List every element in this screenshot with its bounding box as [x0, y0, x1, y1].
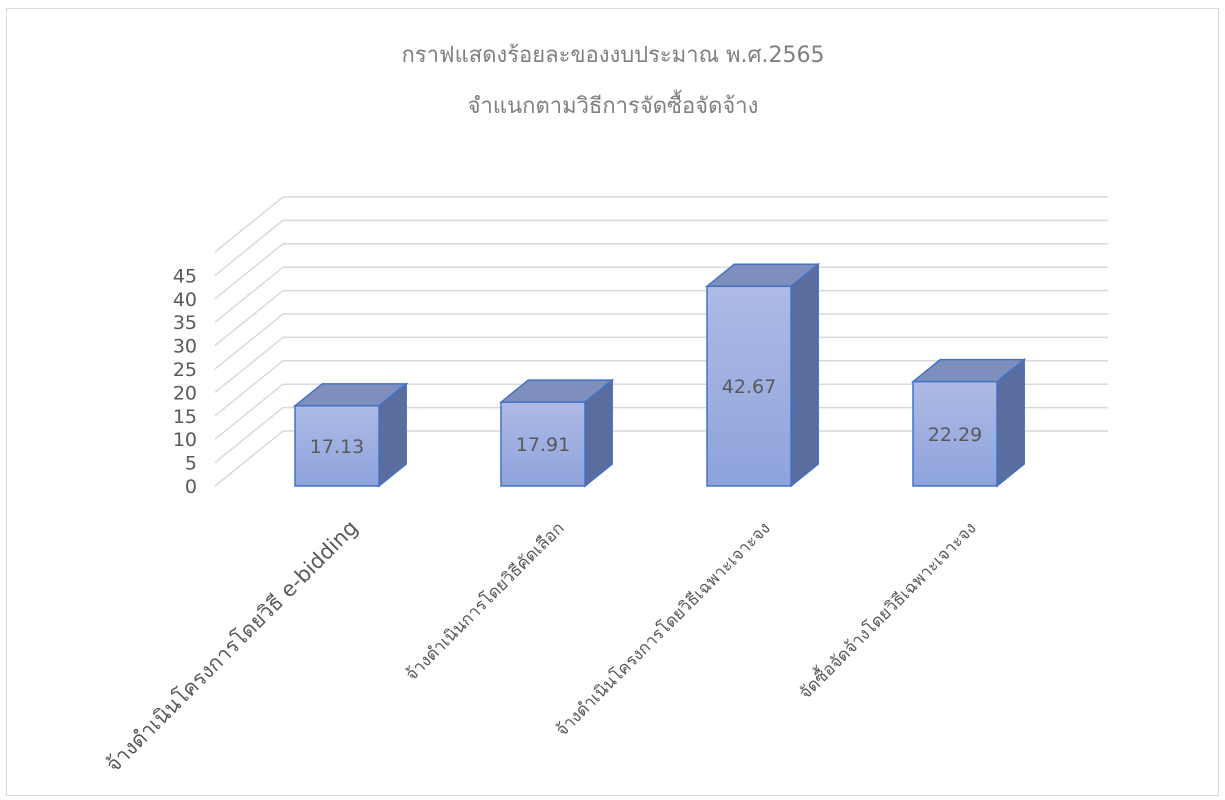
- gridline: [214, 196, 1108, 253]
- category-labels: จ้างดำเนินโครงการโดยวิธี e-bidding จ้างดำ…: [101, 516, 980, 777]
- bar: [910, 358, 1027, 488]
- gridline: [214, 406, 1108, 464]
- gridline: [214, 383, 1108, 440]
- chart-title: กราฟแสดงร้อยละของงบประมาณ พ.ศ.2565: [402, 43, 825, 68]
- category-label: จัดซื้อจัดจ้างโดยวิธีเฉพาะเจาะจง: [793, 516, 980, 703]
- bar-front-face: [294, 405, 380, 487]
- y-tick-label: 20: [173, 382, 197, 404]
- category-label: จ้างดำเนินการโดยวิธีคัดเลือก: [401, 518, 568, 685]
- y-tick-label: 40: [173, 289, 197, 311]
- gridline: [214, 336, 1108, 393]
- bar: [704, 262, 821, 488]
- gridline: [214, 360, 1108, 417]
- y-tick-label: 5: [185, 453, 197, 475]
- y-tick-label: 45: [173, 265, 197, 287]
- y-tick-label: 15: [173, 406, 197, 428]
- category-label: จ้างดำเนินโครงการโดยวิธี e-bidding: [101, 516, 362, 777]
- data-label: 17.13: [310, 436, 364, 458]
- data-label: 17.91: [516, 434, 570, 456]
- y-tick-label: 10: [173, 429, 197, 451]
- y-tick-label: 0: [185, 476, 197, 498]
- y-tick-label: 35: [173, 312, 197, 334]
- chart-subtitle: จำแนกตามวิธีการจัดซื้อจัดจ้าง: [468, 90, 759, 119]
- chart-frame: 0 5 10 15 20 25 30 35 40 45 17.13 17.91 42.67 22.29 …: [6, 8, 1219, 796]
- gridlines: [214, 196, 1108, 487]
- gridline: [214, 430, 1108, 487]
- bar: [498, 378, 615, 488]
- bar-side-face: [996, 358, 1025, 488]
- bar-front-face: [912, 380, 998, 487]
- bar-front-face: [500, 401, 586, 487]
- category-label: จ้างดำเนินโครงการโดยวิธีเฉพาะเจาะจง: [552, 518, 775, 741]
- gridline: [214, 219, 1108, 276]
- bars: [292, 262, 1027, 488]
- data-label: 42.67: [722, 376, 776, 398]
- data-label: 22.29: [928, 424, 982, 446]
- gridline: [214, 243, 1108, 300]
- y-tick-label: 30: [173, 336, 197, 358]
- data-labels: 17.13 17.91 42.67 22.29: [310, 376, 982, 458]
- bar-front-face: [706, 285, 792, 487]
- bar-side-face: [790, 262, 819, 488]
- bar: [292, 382, 409, 488]
- gridline: [214, 289, 1108, 347]
- gridline: [214, 313, 1108, 370]
- gridline: [214, 266, 1108, 323]
- y-tick-label: 25: [173, 359, 197, 381]
